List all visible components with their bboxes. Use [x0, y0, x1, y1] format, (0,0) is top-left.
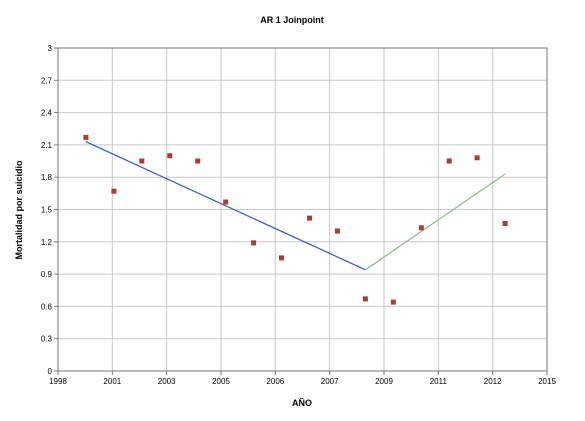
- data-point: [279, 255, 284, 261]
- y-tick-label: 2.4: [41, 109, 53, 118]
- data-point: [474, 155, 480, 161]
- data-point: [390, 299, 396, 305]
- y-tick-label: 0.6: [41, 302, 53, 311]
- data-point: [502, 221, 508, 226]
- data-point: [307, 215, 312, 221]
- y-tick-label: 1.8: [41, 173, 53, 182]
- x-tick-label: 2015: [538, 377, 556, 386]
- y-tick-label: 3: [48, 44, 53, 53]
- x-tick-label: 2012: [484, 377, 502, 386]
- series-layer: [83, 134, 508, 305]
- data-point: [334, 228, 340, 234]
- x-tick-label: 2009: [375, 377, 393, 386]
- y-tick-label: 0.9: [41, 270, 53, 279]
- y-tick-label: 2.7: [41, 76, 53, 85]
- y-tick-label: 2.1: [41, 141, 53, 150]
- trend-line-segment-1: [85, 141, 366, 271]
- data-point: [111, 188, 117, 194]
- grid-layer: [58, 48, 547, 371]
- data-point: [223, 199, 229, 205]
- data-point: [418, 225, 424, 231]
- data-point: [251, 240, 257, 246]
- y-tick-label: 0.3: [41, 335, 53, 344]
- x-tick-label: 2011: [430, 377, 448, 386]
- data-point: [167, 153, 173, 159]
- tick-layer: 0 0.3 0.6 0.9 1.2 1.5 1.8 2.1 2.4 2.7 3 1998 2001 200…: [41, 44, 557, 386]
- x-tick-label: 2001: [103, 377, 121, 386]
- y-tick-label: 1.5: [41, 206, 53, 215]
- y-tick-label: 1.2: [41, 238, 53, 247]
- data-point: [195, 158, 201, 164]
- x-tick-label: 2005: [212, 377, 230, 386]
- x-tick-label: 2003: [158, 377, 176, 386]
- y-axis-title: Mortalidad por suicidio: [14, 160, 24, 260]
- data-point: [446, 158, 452, 164]
- x-tick-label: 1998: [49, 377, 67, 386]
- data-point: [83, 134, 89, 140]
- trend-line-segment-2: [365, 173, 506, 271]
- chart-title: AR 1 Joinpoint: [260, 15, 324, 25]
- data-point: [362, 296, 368, 302]
- data-point: [139, 158, 145, 164]
- y-tick-label: 0: [48, 367, 53, 376]
- x-axis-title: AÑO: [292, 398, 312, 408]
- x-tick-label: 2007: [321, 377, 339, 386]
- x-tick-label: 2006: [266, 377, 284, 386]
